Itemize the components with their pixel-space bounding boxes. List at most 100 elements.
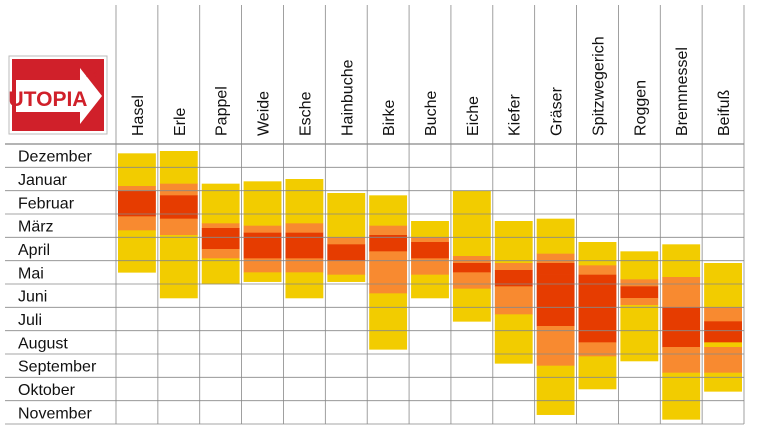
pollen-bar-esche-3 bbox=[285, 258, 324, 273]
pollen-bar-gräser-2 bbox=[536, 263, 575, 275]
column-label: Esche bbox=[297, 91, 314, 136]
pollen-bar-eiche-2 bbox=[452, 263, 491, 273]
pollen-bar-spitzwegerich-1 bbox=[578, 265, 617, 275]
pollen-bar-birke-2 bbox=[369, 235, 408, 252]
pollen-bar-beifuß-0 bbox=[704, 263, 742, 308]
pollen-bar-gräser-1 bbox=[536, 253, 575, 264]
column-label: Beifuß bbox=[716, 90, 733, 136]
pollen-bar-pappel-2 bbox=[201, 228, 240, 250]
row-label: Dezember bbox=[18, 149, 92, 166]
pollen-bar-gräser-0 bbox=[536, 218, 575, 254]
pollen-bar-eiche-4 bbox=[452, 288, 491, 322]
row-label: April bbox=[18, 242, 50, 259]
pollen-bar-esche-4 bbox=[285, 272, 324, 299]
utopia-logo-graphic: UTOPIA 24 bbox=[8, 55, 108, 135]
pollen-bar-gräser-3 bbox=[536, 274, 575, 327]
pollen-bar-hasel-0 bbox=[118, 153, 156, 187]
pollen-bar-weide-3 bbox=[243, 258, 282, 273]
pollen-bar-roggen-2 bbox=[620, 286, 659, 299]
pollen-bar-birke-4 bbox=[369, 293, 408, 350]
pollen-bar-kiefer-2 bbox=[494, 270, 533, 287]
column-label: Pappel bbox=[214, 86, 231, 136]
pollen-bar-roggen-3 bbox=[620, 298, 659, 306]
pollen-bar-hasel-2 bbox=[118, 190, 156, 217]
logo-arrow-head bbox=[80, 68, 102, 124]
pollen-bar-beifuß-1 bbox=[704, 307, 742, 322]
pollen-bar-weide-0 bbox=[243, 181, 282, 226]
pollen-bar-brennnessel-2 bbox=[662, 307, 701, 348]
pollen-bar-buche-1 bbox=[411, 237, 449, 243]
column-label: Erle bbox=[172, 107, 189, 136]
pollen-bar-hainbuche-3 bbox=[327, 260, 366, 275]
pollen-bar-hasel-4 bbox=[118, 230, 156, 273]
pollen-bars bbox=[118, 151, 742, 420]
pollen-bar-gräser-4 bbox=[536, 326, 575, 366]
pollen-bar-beifuß-4 bbox=[704, 347, 742, 373]
pollen-bar-spitzwegerich-3 bbox=[578, 342, 617, 357]
pollen-bar-pappel-0 bbox=[201, 183, 240, 224]
column-label: Birke bbox=[381, 99, 398, 136]
pollen-bar-eiche-3 bbox=[452, 272, 491, 289]
row-label: Juni bbox=[18, 289, 47, 306]
pollen-bar-pappel-4 bbox=[201, 258, 240, 285]
column-label: Buche bbox=[423, 91, 440, 136]
column-label: Brennnessel bbox=[674, 47, 691, 136]
pollen-bar-roggen-1 bbox=[620, 279, 659, 287]
pollen-bar-brennnessel-3 bbox=[662, 347, 701, 373]
pollen-bar-spitzwegerich-2 bbox=[578, 274, 617, 343]
pollen-bar-esche-0 bbox=[285, 179, 324, 224]
pollen-bar-esche-1 bbox=[285, 223, 324, 233]
pollen-bar-esche-2 bbox=[285, 232, 324, 259]
pollen-bar-gräser-5 bbox=[536, 365, 575, 415]
row-label: März bbox=[18, 219, 54, 236]
pollen-bar-pappel-3 bbox=[201, 249, 240, 259]
pollen-bar-hainbuche-2 bbox=[327, 244, 366, 261]
row-label: September bbox=[18, 359, 97, 376]
pollen-bar-spitzwegerich-0 bbox=[578, 242, 617, 266]
pollen-bar-beifuß-3 bbox=[704, 342, 742, 348]
pollen-bar-erle-4 bbox=[159, 235, 198, 299]
column-label: Hasel bbox=[130, 95, 147, 136]
column-label: Eiche bbox=[465, 96, 482, 136]
row-labels: Dezember Januar Februar März April Mai Juni Jul… bbox=[18, 149, 97, 423]
pollen-bar-kiefer-4 bbox=[494, 314, 533, 364]
pollen-bar-weide-4 bbox=[243, 272, 282, 282]
pollen-bar-erle-3 bbox=[159, 218, 198, 236]
row-label: Juli bbox=[18, 312, 42, 329]
pollen-bar-kiefer-3 bbox=[494, 286, 533, 315]
pollen-bar-erle-2 bbox=[159, 195, 198, 219]
pollen-bar-birke-1 bbox=[369, 225, 408, 236]
column-label: Roggen bbox=[632, 80, 649, 136]
pollen-bar-hainbuche-4 bbox=[327, 274, 366, 282]
pollen-bar-hasel-1 bbox=[118, 186, 156, 191]
logo-number: 24 bbox=[85, 69, 98, 80]
pollen-bar-hainbuche-0 bbox=[327, 193, 366, 238]
pollen-bar-pappel-1 bbox=[201, 223, 240, 229]
pollen-bar-erle-1 bbox=[159, 183, 198, 196]
pollen-bar-buche-0 bbox=[411, 221, 449, 238]
pollen-bar-buche-3 bbox=[411, 258, 449, 275]
pollen-bar-roggen-4 bbox=[620, 305, 659, 362]
pollen-bar-birke-0 bbox=[369, 195, 408, 226]
row-label: Mai bbox=[18, 265, 44, 282]
column-label: Hainbuche bbox=[339, 59, 356, 136]
pollen-bar-roggen-0 bbox=[620, 251, 659, 280]
pollen-bar-buche-2 bbox=[411, 242, 449, 259]
column-label: Kiefer bbox=[507, 94, 524, 136]
pollen-bar-kiefer-0 bbox=[494, 221, 533, 264]
column-labels: Hasel Erle Pappel Weide Esche Hainbuche Birke B… bbox=[130, 36, 733, 136]
chart-grid bbox=[5, 5, 745, 425]
column-label: Spitzwegerich bbox=[590, 36, 607, 136]
column-label: Gräser bbox=[549, 86, 566, 136]
row-label: Oktober bbox=[18, 382, 76, 399]
pollen-bar-beifuß-2 bbox=[704, 321, 742, 343]
pollen-bar-brennnessel-4 bbox=[662, 372, 701, 420]
pollen-bar-eiche-0 bbox=[452, 190, 491, 257]
logo-arrow-body bbox=[16, 80, 82, 112]
row-label: August bbox=[18, 335, 68, 352]
pollen-bar-buche-4 bbox=[411, 274, 449, 299]
pollen-bar-beifuß-5 bbox=[704, 372, 742, 392]
pollen-bar-hasel-3 bbox=[118, 216, 156, 231]
utopia-logo: UTOPIA 24 bbox=[8, 55, 108, 135]
